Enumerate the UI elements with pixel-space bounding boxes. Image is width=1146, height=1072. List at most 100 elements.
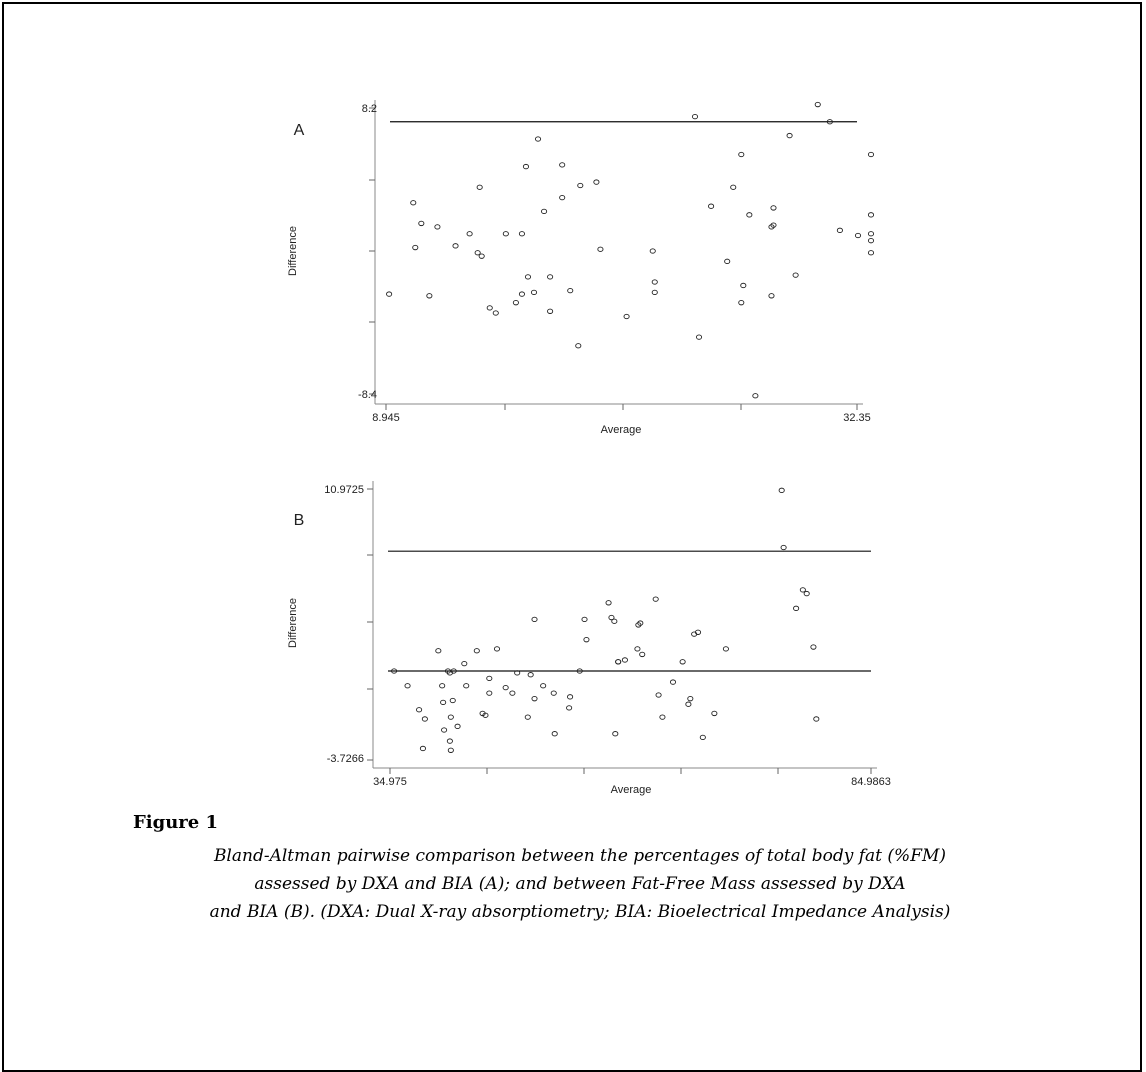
data-point	[611, 618, 618, 624]
figure-caption-title: Figure 1	[133, 812, 219, 833]
data-point	[649, 248, 656, 254]
y-axis-label: Difference	[287, 226, 299, 276]
data-point	[486, 305, 493, 311]
data-point	[639, 651, 646, 658]
data-point	[780, 544, 787, 551]
data-point	[583, 637, 590, 643]
data-point	[461, 660, 468, 667]
data-point	[567, 287, 574, 294]
data-point	[486, 690, 493, 696]
data-point	[449, 697, 456, 704]
data-point	[867, 238, 875, 244]
data-point	[412, 244, 419, 251]
data-point	[575, 343, 582, 349]
data-point	[691, 113, 699, 120]
data-point	[867, 151, 875, 158]
data-point	[659, 714, 666, 720]
data-point	[473, 648, 480, 654]
data-point	[518, 231, 525, 237]
panel-label: A	[294, 122, 305, 139]
data-point	[793, 605, 800, 611]
data-point	[441, 727, 448, 733]
data-point	[391, 668, 398, 674]
data-point	[566, 705, 573, 711]
data-point	[867, 250, 875, 256]
y-tick-label: -8.4	[358, 389, 377, 401]
data-point	[559, 194, 566, 201]
data-point	[577, 182, 584, 189]
data-point	[634, 646, 641, 652]
data-point	[386, 291, 393, 297]
data-point	[803, 590, 810, 597]
data-point	[547, 308, 554, 314]
data-point	[655, 692, 662, 698]
data-point	[615, 659, 622, 665]
x-axis-label: Average	[611, 784, 652, 796]
data-point	[730, 184, 737, 190]
data-point	[836, 227, 843, 233]
panel-b: 10.9725 -3.7266 34.975 84.9863 Average Differ…	[287, 481, 891, 796]
data-point	[493, 646, 501, 652]
data-point	[410, 200, 417, 206]
figure-caption-text: Bland-Altman pairwise comparison between…	[80, 842, 1080, 926]
data-point	[486, 675, 493, 682]
data-point	[722, 646, 729, 652]
data-point	[752, 393, 759, 399]
data-point	[738, 300, 745, 306]
data-point	[685, 701, 692, 707]
x-tick-label: 32.35	[843, 412, 871, 424]
caption-line: Bland-Altman pairwise comparison between…	[213, 846, 947, 866]
data-point	[740, 282, 747, 289]
data-point	[867, 212, 875, 218]
y-tick-label: 10.9725	[324, 484, 364, 496]
data-point	[738, 151, 745, 158]
data-point	[623, 313, 630, 320]
data-point	[687, 696, 694, 702]
data-point	[450, 668, 457, 674]
data-point	[435, 648, 442, 654]
data-point	[534, 136, 542, 142]
panel-label: B	[294, 512, 305, 529]
data-point	[492, 310, 499, 316]
data-point	[637, 620, 644, 626]
data-point	[447, 747, 454, 753]
data-point	[813, 716, 820, 722]
y-axis-label: Difference	[287, 598, 299, 648]
data-point	[694, 629, 702, 635]
data-point	[593, 179, 600, 185]
caption-line: and BIA (B). (DXA: Dual X-ray absorptiom…	[209, 902, 951, 922]
data-point	[778, 487, 785, 493]
data-point	[541, 208, 548, 215]
data-point	[551, 731, 558, 737]
data-point	[612, 731, 619, 737]
x-axis-label: Average	[601, 424, 642, 436]
data-point	[679, 659, 686, 665]
data-point	[770, 205, 777, 211]
data-point	[478, 253, 485, 259]
data-point	[814, 101, 821, 108]
data-point	[581, 616, 588, 623]
caption-line: assessed by DXA and BIA (A); and between…	[254, 874, 906, 894]
data-point	[446, 738, 453, 744]
data-point	[669, 679, 677, 685]
data-point	[522, 163, 530, 170]
data-point	[447, 714, 454, 720]
data-point	[792, 272, 799, 278]
data-point	[463, 683, 470, 689]
data-point	[699, 734, 706, 741]
data-point	[608, 614, 615, 621]
data-point	[724, 258, 731, 264]
data-point	[695, 334, 703, 340]
data-point	[768, 293, 775, 299]
data-point	[454, 723, 461, 729]
data-point	[746, 212, 753, 218]
data-point	[512, 300, 519, 306]
data-point	[605, 600, 612, 606]
data-point	[418, 220, 425, 227]
data-point	[540, 683, 547, 689]
x-tick-label: 34.975	[373, 776, 407, 788]
data-point	[434, 224, 441, 230]
data-point	[509, 690, 516, 696]
data-point	[404, 683, 411, 689]
